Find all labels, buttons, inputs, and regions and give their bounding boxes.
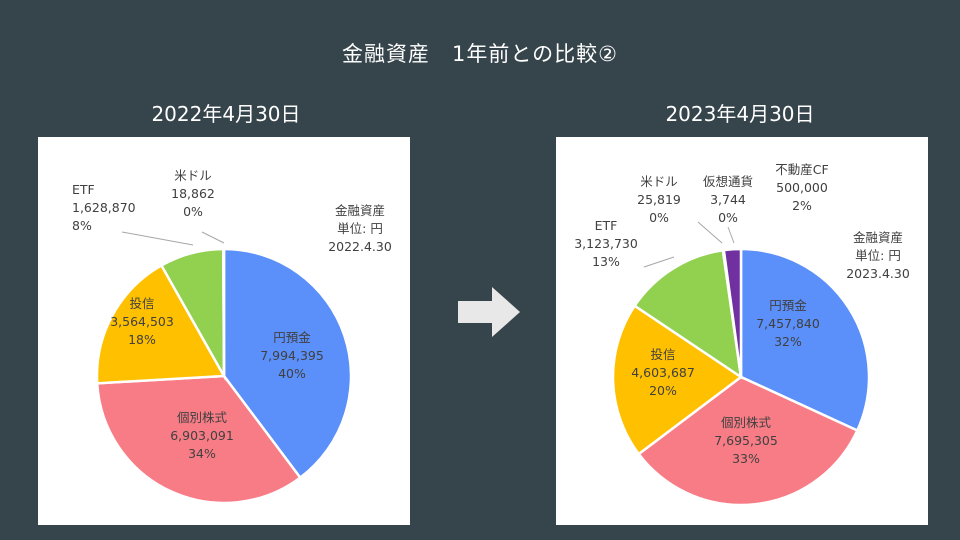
pie-chart-2022: 円預金 7,994,395 40% 個別株式 6,903,091 34% 投信 3,564,5…: [72, 168, 392, 505]
chart-note: 金融資産単位: 円 2023.4.30: [846, 230, 910, 281]
data-label-ETF: ETF 3,123,730 13%: [574, 218, 638, 269]
data-label-米ドル: 米ドル 18,862 0%: [171, 168, 215, 219]
pie-slice-ETF: [632, 248, 743, 380]
leader-line: [643, 256, 675, 268]
pie-slice-個別株式: [636, 375, 859, 507]
data-label-ETF: ETF 1,628,870 8%: [72, 182, 136, 233]
pie-slice-不動産CF: [722, 247, 743, 378]
slide-title: 金融資産 1年前との比較②: [342, 42, 618, 66]
data-label-不動産CF: 不動産CF 500,000 2%: [775, 162, 828, 213]
data-label-仮想通貨: 仮想通貨 3,744 0%: [703, 174, 753, 225]
chart-heading-2022: 2022年4月30日: [151, 102, 301, 126]
right-arrow-icon: [458, 287, 520, 341]
data-label-個別株式: 個別株式 6,903,091 34%: [170, 410, 234, 461]
data-label-円預金: 円預金 7,457,840 32%: [756, 298, 820, 349]
pie-chart-panel-2023: 円預金 7,457,840 32% 個別株式 7,695,305 33% 投信 4,603,6…: [556, 137, 928, 525]
leader-line: [121, 231, 194, 246]
pie-slice-個別株式: [95, 374, 302, 505]
data-label-円預金: 円預金 7,994,395 40%: [260, 330, 324, 381]
data-label-米ドル: 米ドル 25,819 0%: [637, 174, 681, 225]
data-label-個別株式: 個別株式 7,695,305 33%: [714, 415, 778, 466]
pie-chart-panel-2022: 円預金 7,994,395 40% 個別株式 6,903,091 34% 投信 3,564,5…: [38, 137, 410, 525]
pie-slice-円預金: [739, 247, 871, 433]
leader-line: [201, 231, 225, 244]
pie-slice-投信: [95, 263, 227, 385]
pie-chart-2023: 円預金 7,457,840 32% 個別株式 7,695,305 33% 投信 4,603,6…: [574, 162, 910, 507]
chart-note: 金融資産単位: 円 2022.4.30: [328, 203, 392, 254]
pie-slice-米ドル: [221, 247, 226, 377]
leader-line: [727, 226, 735, 244]
chart-heading-2023: 2023年4月30日: [665, 102, 815, 126]
pie-slice-投信: [611, 304, 744, 456]
data-label-投信: 投信 3,564,503 18%: [110, 296, 174, 347]
data-label-投信: 投信 4,603,687 20%: [631, 347, 695, 398]
pie-slice-円預金: [222, 247, 353, 480]
leader-line: [697, 221, 723, 244]
